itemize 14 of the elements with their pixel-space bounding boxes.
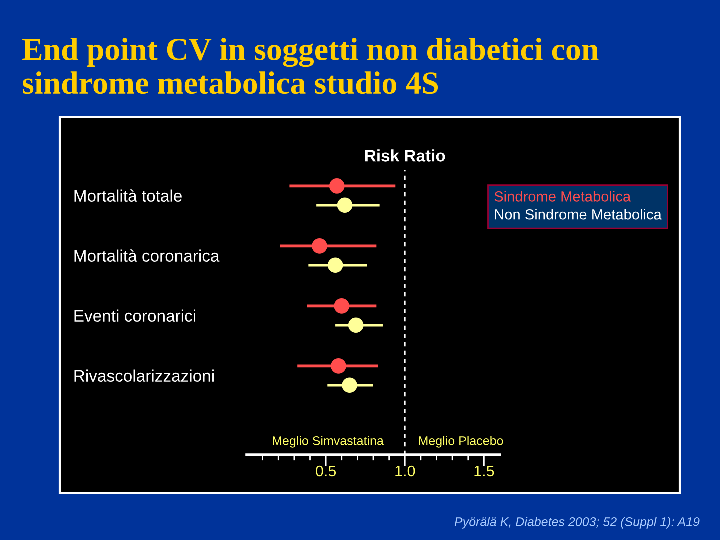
y-tick-label: Eventi coronarici <box>74 310 196 322</box>
y-tick-label: Rivascolarizzazioni <box>74 370 214 382</box>
text: Sindrome Metabolica <box>494 191 632 202</box>
y-tick-label: Mortalità coronarica <box>74 250 220 262</box>
y-tick-label: Mortalità totale <box>74 190 182 202</box>
x-tick-label: 1.0 <box>396 466 416 477</box>
x-tick-label: 0.5 <box>316 466 336 477</box>
chart-title: End point CV in soggetti non diabetici con sindrome metabolica studio 4S <box>22 38 599 94</box>
x-tick-label: 1.5 <box>474 466 494 477</box>
annotation: Meglio Simvastatina <box>273 436 384 448</box>
annotation: Meglio Placebo <box>419 436 504 448</box>
chart-subtitle: Risk Ratio <box>365 150 446 162</box>
text: Non Sindrome Metabolica <box>495 209 662 220</box>
text: Pyörälä K, Diabetes 2003; 52 (Suppl 1): A19 <box>454 517 700 529</box>
